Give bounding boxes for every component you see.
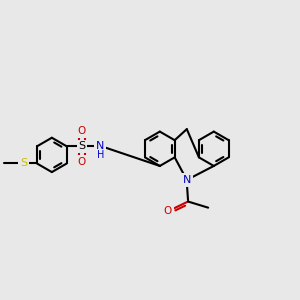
Text: S: S	[78, 141, 85, 151]
Text: O: O	[78, 157, 86, 166]
Text: O: O	[78, 126, 86, 136]
Text: H: H	[97, 150, 104, 160]
Text: N: N	[96, 141, 104, 151]
Text: O: O	[164, 206, 172, 216]
Text: N: N	[183, 175, 191, 185]
Text: S: S	[20, 158, 27, 169]
